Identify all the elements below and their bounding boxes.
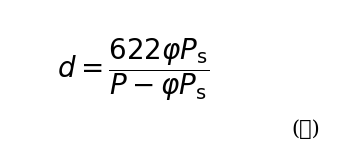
Text: $d=\dfrac{622\varphi P_{\rm s}}{P-\varphi P_{\rm s}}$: $d=\dfrac{622\varphi P_{\rm s}}{P-\varph…	[57, 36, 210, 103]
Text: (１): (１)	[292, 120, 321, 139]
